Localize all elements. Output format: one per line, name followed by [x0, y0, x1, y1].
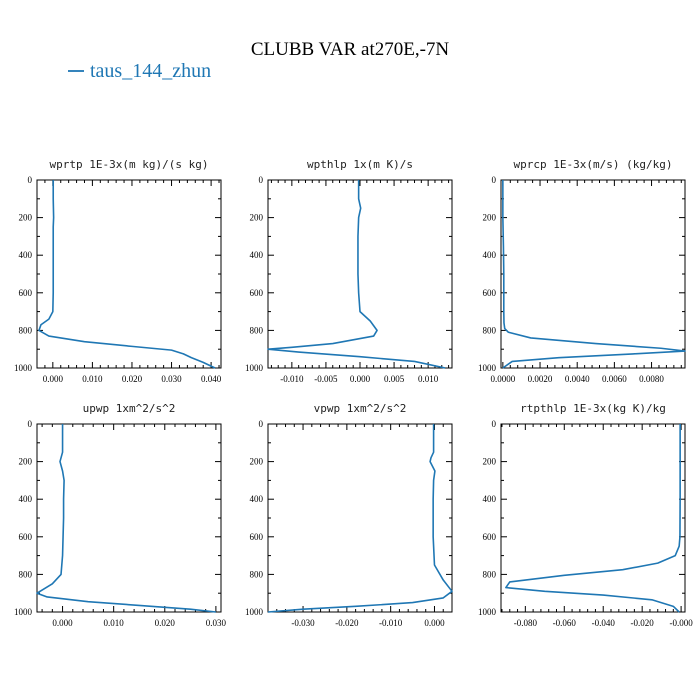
x-tick-label: -0.000 [669, 618, 693, 628]
y-tick-label: 200 [250, 457, 264, 467]
x-tick-label: 0.0040 [565, 374, 590, 384]
y-tick-label: 600 [19, 532, 33, 542]
y-tick-label: 800 [19, 325, 33, 335]
plot-frame [267, 423, 453, 613]
series-line [267, 180, 446, 369]
x-tick-label: 0.030 [161, 374, 182, 384]
y-tick-label: 400 [483, 250, 497, 260]
panel-6: rtpthlp 1E-3x(kg K)/kg 0 200 400 600 800 1000 -… [478, 402, 693, 628]
x-tick-label: -0.020 [631, 618, 655, 628]
y-tick-label: 0 [28, 175, 33, 185]
figure-title: CLUBB VAR at270E,-7N [251, 39, 450, 60]
y-tick-label: 0 [492, 419, 497, 429]
panel-title: wprtp 1E-3x(m kg)/(s kg) [50, 158, 209, 171]
y-tick-label: 800 [483, 325, 497, 335]
x-tick-label: -0.010 [280, 374, 304, 384]
panel-2: wpthlp 1x(m K)/s 0 200 400 600 800 1000 -0.010-… [245, 158, 453, 384]
x-tick-label: 0.000 [52, 618, 73, 628]
x-tick-label: -0.040 [592, 618, 616, 628]
y-tick-label: 200 [19, 457, 33, 467]
y-tick-label: 400 [250, 250, 264, 260]
y-tick-label: 800 [19, 569, 33, 579]
y-tick-label: 1000 [245, 363, 264, 373]
y-tick-label: 400 [250, 494, 264, 504]
x-tick-label: 0.000 [43, 374, 64, 384]
x-tick-label: 0.020 [155, 618, 176, 628]
x-tick-label: 0.010 [104, 618, 125, 628]
x-tick-label: 0.030 [206, 618, 227, 628]
y-tick-label: 600 [19, 288, 33, 298]
panel-1: wprtp 1E-3x(m kg)/(s kg) 0 200 400 600 800 100… [14, 158, 222, 384]
x-tick-label: 0.000 [350, 374, 371, 384]
x-tick-label: 0.0020 [528, 374, 553, 384]
x-tick-label: 0.0080 [639, 374, 664, 384]
panel-title: vpwp 1xm^2/s^2 [314, 402, 407, 415]
legend: taus_144_zhun [68, 60, 211, 82]
plot-frame [500, 423, 686, 613]
x-tick-label: -0.080 [514, 618, 538, 628]
series-line [36, 424, 216, 613]
x-tick-label: -0.060 [553, 618, 577, 628]
x-tick-label: 0.0060 [602, 374, 627, 384]
y-tick-label: 600 [250, 288, 264, 298]
plot-frame [36, 179, 222, 369]
y-tick-label: 1000 [245, 607, 264, 617]
x-tick-label: -0.030 [291, 618, 315, 628]
y-tick-label: 800 [250, 569, 264, 579]
panel-5: vpwp 1xm^2/s^2 0 200 400 600 800 1000 -0.030 -0.… [245, 402, 453, 628]
y-tick-label: 600 [483, 288, 497, 298]
y-tick-label: 1000 [478, 607, 497, 617]
y-tick-label: 400 [483, 494, 497, 504]
y-tick-label: 0 [28, 419, 33, 429]
x-tick-label: -0.005 [314, 374, 338, 384]
y-tick-label: 800 [483, 569, 497, 579]
y-tick-label: 0 [259, 419, 264, 429]
y-tick-label: 400 [19, 250, 33, 260]
x-tick-label: 0.0000 [490, 374, 515, 384]
panel-title: upwp 1xm^2/s^2 [83, 402, 176, 415]
x-tick-label: 0.010 [418, 374, 439, 384]
x-tick-label: 0.000 [424, 618, 445, 628]
x-tick-label: 0.020 [122, 374, 143, 384]
y-tick-label: 1000 [478, 363, 497, 373]
y-tick-label: 200 [483, 213, 497, 223]
x-tick-label: 0.010 [82, 374, 103, 384]
y-tick-label: 200 [19, 213, 33, 223]
panel-title: wpthlp 1x(m K)/s [307, 158, 413, 171]
y-tick-label: 0 [492, 175, 497, 185]
series-line [505, 424, 681, 613]
legend-label: taus_144_zhun [90, 60, 211, 82]
series-line [267, 424, 453, 613]
series-line [38, 180, 216, 369]
panels: wprtp 1E-3x(m kg)/(s kg) 0 200 400 600 800 100… [14, 158, 693, 628]
y-tick-label: 400 [19, 494, 33, 504]
y-tick-label: 200 [483, 457, 497, 467]
panel-title: rtpthlp 1E-3x(kg K)/kg [520, 402, 666, 415]
y-tick-label: 600 [250, 532, 264, 542]
series-line [502, 180, 686, 369]
x-tick-label: 0.040 [201, 374, 222, 384]
y-tick-label: 1000 [14, 363, 33, 373]
y-tick-label: 200 [250, 213, 264, 223]
x-tick-label: -0.010 [379, 618, 403, 628]
plot-frame [36, 423, 222, 613]
y-tick-label: 1000 [14, 607, 33, 617]
plot-frame [500, 179, 686, 369]
x-tick-label: -0.020 [335, 618, 359, 628]
x-tick-label: 0.005 [384, 374, 405, 384]
panel-3: wprcp 1E-3x(m/s) (kg/kg) 0 200 400 600 800 100… [478, 158, 686, 384]
panel-4: upwp 1xm^2/s^2 0 200 400 600 800 1000 0.000 0.01… [14, 402, 227, 628]
y-tick-label: 800 [250, 325, 264, 335]
y-tick-label: 0 [259, 175, 264, 185]
panel-title: wprcp 1E-3x(m/s) (kg/kg) [514, 158, 673, 171]
y-tick-label: 600 [483, 532, 497, 542]
